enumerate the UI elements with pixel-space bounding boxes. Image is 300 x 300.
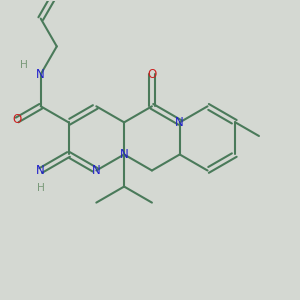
Text: H: H bbox=[37, 183, 45, 193]
Text: N: N bbox=[120, 148, 128, 161]
Text: N: N bbox=[36, 68, 45, 81]
Text: N: N bbox=[36, 164, 45, 177]
Text: N: N bbox=[92, 164, 101, 177]
Text: O: O bbox=[13, 113, 22, 127]
Text: H: H bbox=[20, 60, 28, 70]
Text: O: O bbox=[147, 68, 157, 81]
Text: N: N bbox=[175, 116, 184, 129]
